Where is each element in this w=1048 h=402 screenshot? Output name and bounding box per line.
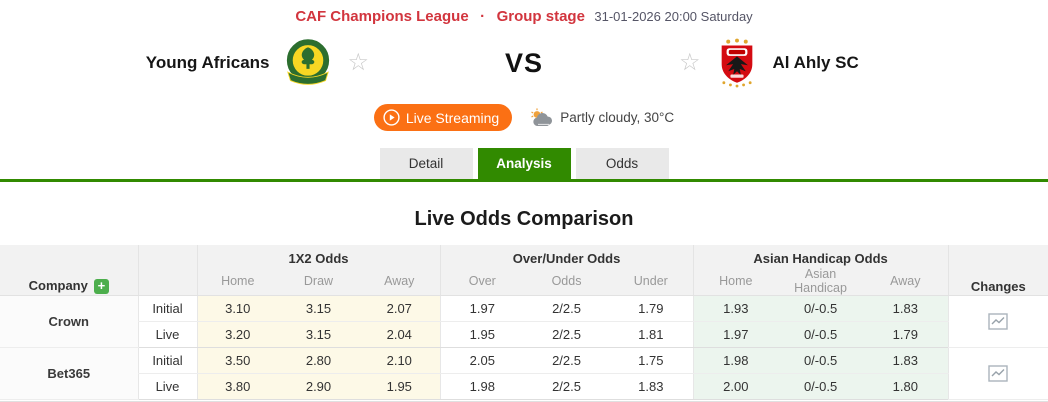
odds-value-ou: 1.79 <box>609 295 694 322</box>
changes-header: Changes <box>947 245 1048 296</box>
odds-value-ou: 2.05 <box>439 347 525 374</box>
odds-value-1x2: 3.50 <box>196 347 278 374</box>
home-favorite-star-icon[interactable]: ☆ <box>347 49 369 76</box>
subheader-ou-odds: Odds <box>524 267 610 296</box>
odds-value-ou: 2/2.5 <box>524 295 610 322</box>
odds-value-ah: 0/-0.5 <box>778 295 864 322</box>
subheader-ah-away: Away <box>863 267 949 296</box>
subheader-ah-home: Home <box>692 267 779 296</box>
odds-value-1x2: 2.10 <box>359 347 441 374</box>
odds-value-1x2: 3.10 <box>196 295 278 322</box>
group-header-over-under: Over/Under Odds <box>439 245 694 267</box>
odds-value-1x2: 2.90 <box>278 373 359 400</box>
odds-value-ou: 1.75 <box>609 347 694 374</box>
away-team-block: ☆ Al Ahly SC <box>679 36 1048 90</box>
odds-value-ah: 2.00 <box>692 373 779 400</box>
separator-dot: · <box>480 8 486 25</box>
company-header-label: Company <box>28 278 88 293</box>
row-type-label: Live <box>137 321 197 348</box>
subheader-ou-over: Over <box>439 267 525 296</box>
away-team-name[interactable]: Al Ahly SC <box>772 53 859 72</box>
odds-value-ah: 1.97 <box>692 321 779 348</box>
odds-table-body: Crown Initial 3.10 3.15 2.07 1.97 2/2.5 1.79 1.9… <box>0 295 1048 400</box>
odds-value-ah: 1.80 <box>863 373 949 400</box>
play-icon <box>383 109 400 126</box>
action-row: Live Streaming Partly cloudy, 30°C <box>0 104 1048 131</box>
odds-value-ah: 1.93 <box>692 295 779 322</box>
odds-value-1x2: 3.80 <box>196 373 278 400</box>
odds-value-1x2: 3.15 <box>278 321 359 348</box>
tab-analysis[interactable]: Analysis <box>477 148 571 179</box>
odds-value-ou: 1.83 <box>609 373 694 400</box>
subheader-ah-handicap: Asian Handicap <box>778 267 864 296</box>
group-header-1x2: 1X2 Odds <box>196 245 441 267</box>
home-team-name[interactable]: Young Africans <box>145 53 270 72</box>
teams-row: Young Africans ☆ VS ☆ <box>0 30 1048 96</box>
odds-value-ou: 1.97 <box>439 295 525 322</box>
weather-info: Partly cloudy, 30°C <box>529 108 674 127</box>
away-team-logo <box>714 36 760 90</box>
odds-value-1x2: 2.07 <box>359 295 441 322</box>
add-company-button[interactable]: + <box>93 279 109 294</box>
company-header-cell: Company + <box>0 245 138 296</box>
odds-value-1x2: 3.15 <box>278 295 359 322</box>
odds-row-crown-initial: Crown Initial 3.10 3.15 2.07 1.97 2/2.5 1.79 1.9… <box>0 295 1048 348</box>
trend-chart-icon[interactable] <box>988 365 1009 382</box>
odds-value-ah: 1.83 <box>863 347 949 374</box>
odds-value-ou: 1.95 <box>439 321 525 348</box>
stage-label: Group stage <box>496 8 585 25</box>
odds-row-bet365-initial: Bet365 Initial 3.50 2.80 2.10 2.05 2/2.5 1.75 1.… <box>0 347 1048 400</box>
match-datetime: 31-01-2026 20:00 Saturday <box>594 9 753 24</box>
tab-detail[interactable]: Detail <box>379 148 473 179</box>
weather-text: Partly cloudy, 30°C <box>560 110 675 125</box>
odds-value-1x2: 2.04 <box>359 321 441 348</box>
odds-changes-cell <box>947 347 1048 400</box>
odds-value-ou: 2/2.5 <box>524 373 610 400</box>
subheader-1x2-draw: Draw <box>278 267 359 296</box>
group-header-asian-handicap: Asian Handicap Odds <box>692 245 949 267</box>
odds-value-ah: 1.79 <box>863 321 949 348</box>
bookmaker-name: Bet365 <box>0 347 138 400</box>
tab-underline <box>0 179 1048 182</box>
tab-odds[interactable]: Odds <box>575 148 669 179</box>
subheader-1x2-home: Home <box>196 267 278 296</box>
odds-value-ou: 1.98 <box>439 373 525 400</box>
odds-comparison-table: Company + 1X2 Odds Over/Under Odds Asian … <box>0 245 1048 400</box>
odds-value-ou: 2/2.5 <box>524 321 610 348</box>
vs-label: VS <box>504 47 544 78</box>
row-type-label: Live <box>137 373 197 400</box>
trend-chart-icon[interactable] <box>988 313 1009 330</box>
live-streaming-button[interactable]: Live Streaming <box>373 104 513 131</box>
odds-value-ah: 0/-0.5 <box>778 347 864 374</box>
odds-changes-cell <box>947 295 1048 348</box>
tab-bar: Detail Analysis Odds <box>0 148 1048 179</box>
home-team-block: Young Africans ☆ <box>0 37 369 89</box>
odds-value-ah: 0/-0.5 <box>778 321 864 348</box>
odds-value-1x2: 3.20 <box>196 321 278 348</box>
odds-value-ah: 1.83 <box>863 295 949 322</box>
match-header-bar: CAF Champions League · Group stage 31-01… <box>0 0 1048 30</box>
odds-value-ou: 1.81 <box>609 321 694 348</box>
odds-value-ah: 1.98 <box>692 347 779 374</box>
partly-cloudy-icon <box>529 108 554 127</box>
bookmaker-name: Crown <box>0 295 138 348</box>
row-type-label: Initial <box>137 295 197 322</box>
odds-value-1x2: 1.95 <box>359 373 441 400</box>
type-header-cell <box>137 245 197 296</box>
live-streaming-label: Live Streaming <box>405 109 500 126</box>
section-title: Live Odds Comparison <box>414 208 634 230</box>
odds-value-1x2: 2.80 <box>278 347 359 374</box>
row-type-label: Initial <box>137 347 197 374</box>
subheader-ou-under: Under <box>609 267 694 296</box>
subheader-1x2-away: Away <box>359 267 441 296</box>
odds-row-crown-live: Live 3.20 3.15 2.04 1.95 2/2.5 1.81 1.97 0/-0.5 1… <box>0 321 1048 348</box>
home-team-logo <box>282 37 334 89</box>
league-name[interactable]: CAF Champions League <box>295 8 469 25</box>
odds-value-ah: 0/-0.5 <box>778 373 864 400</box>
odds-row-bet365-live: Live 3.80 2.90 1.95 1.98 2/2.5 1.83 2.00 0/-0.5 1… <box>0 373 1048 400</box>
away-favorite-star-icon[interactable]: ☆ <box>679 49 701 76</box>
odds-value-ou: 2/2.5 <box>524 347 610 374</box>
